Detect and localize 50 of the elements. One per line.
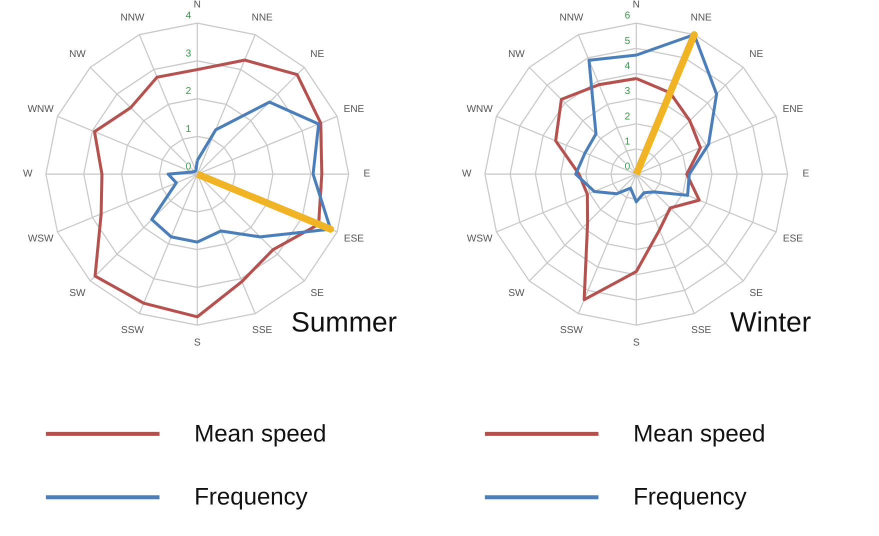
- y-tick-label: 1: [186, 124, 192, 135]
- spoke-label: ENE: [344, 104, 365, 115]
- y-tick-label: 1: [624, 136, 631, 148]
- spoke-label: NE: [749, 49, 764, 60]
- legend-label: Frequency: [194, 484, 308, 511]
- spoke-label: ESE: [782, 233, 804, 244]
- y-tick-label: 5: [624, 36, 631, 47]
- spoke-label: N: [194, 0, 201, 11]
- spoke-label: ESE: [344, 233, 364, 244]
- spoke-label: WSW: [466, 233, 493, 244]
- y-tick-label: 0: [624, 162, 631, 173]
- spoke-label: SW: [69, 288, 86, 300]
- spoke-label: NE: [310, 49, 324, 60]
- spoke-label: SSW: [560, 324, 584, 336]
- legend-label: Mean speed: [633, 420, 766, 448]
- y-tick-label: 0: [186, 162, 192, 173]
- spoke-label: WNW: [28, 104, 54, 115]
- spoke-label: WNW: [466, 104, 494, 115]
- y-tick-label: 2: [186, 86, 192, 98]
- spoke-label: NW: [508, 49, 526, 60]
- spoke-label: ENE: [782, 104, 804, 115]
- legend-label: Mean speed: [194, 420, 326, 448]
- spoke-label: N: [632, 0, 640, 11]
- y-tick-label: 3: [186, 48, 192, 60]
- legend-label: Frequency: [633, 484, 747, 511]
- y-tick-label: 4: [186, 10, 192, 22]
- spoke-label: SSW: [121, 324, 144, 336]
- spoke-label: E: [802, 168, 810, 180]
- spoke-label: NNE: [252, 12, 274, 24]
- y-tick-label: 2: [624, 111, 631, 122]
- text: Summer: [291, 306, 397, 338]
- spoke-label: S: [632, 338, 640, 349]
- spoke-label: E: [364, 168, 371, 180]
- spoke-label: NNW: [120, 12, 145, 24]
- spoke-label: NNW: [559, 12, 584, 24]
- y-tick-label: 4: [624, 60, 631, 72]
- spoke-label: WSW: [28, 233, 54, 244]
- spoke-label: SW: [508, 288, 526, 300]
- spoke-label: SSE: [252, 324, 273, 336]
- spoke-label: S: [194, 338, 201, 349]
- spoke-label: NNE: [690, 12, 712, 24]
- y-tick-label: 6: [624, 10, 631, 22]
- spoke-label: SE: [310, 288, 324, 300]
- spoke-label: W: [462, 168, 472, 180]
- spoke-label: SSE: [691, 324, 712, 336]
- spoke-label: W: [23, 168, 34, 180]
- spoke-label: SE: [750, 288, 764, 300]
- text: Winter: [730, 306, 812, 338]
- spoke-label: NW: [69, 49, 86, 60]
- y-tick-label: 3: [624, 86, 631, 98]
